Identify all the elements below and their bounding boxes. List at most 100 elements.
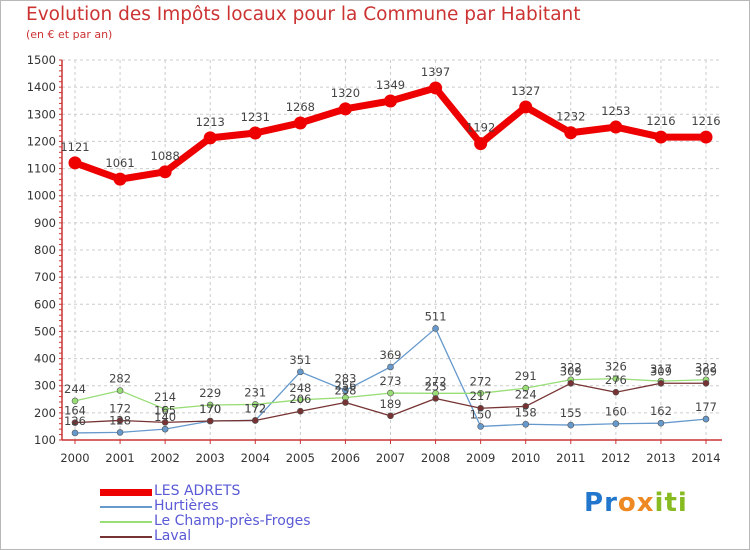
- y-tick-label: 800: [34, 243, 56, 257]
- data-label: 248: [289, 381, 311, 395]
- data-label: 126: [64, 414, 86, 428]
- data-point: [251, 417, 259, 424]
- x-tick-label: 2009: [466, 451, 495, 465]
- data-label: 238: [334, 384, 356, 398]
- data-point: [474, 137, 488, 151]
- data-label: 1232: [556, 110, 585, 124]
- data-label: 217: [470, 389, 492, 403]
- data-point: [248, 126, 262, 140]
- data-label: 1231: [241, 110, 270, 124]
- data-label: 162: [650, 404, 672, 418]
- data-label: 309: [560, 364, 582, 378]
- data-label: 160: [605, 405, 627, 419]
- logo-letter: P: [584, 488, 605, 518]
- data-point: [71, 397, 79, 405]
- data-label: 140: [154, 410, 176, 424]
- y-tick-label: 500: [34, 324, 56, 338]
- data-label: 170: [199, 402, 221, 416]
- x-tick-label: 2003: [196, 451, 225, 465]
- data-label: 1253: [601, 104, 630, 118]
- data-point: [657, 379, 665, 387]
- data-label: 273: [380, 374, 402, 388]
- y-tick-label: 200: [34, 406, 56, 420]
- chart-subtitle: (en € et par an): [26, 28, 113, 41]
- data-point: [612, 388, 620, 396]
- legend-label: Hurtières: [154, 498, 219, 514]
- data-label: 322: [695, 361, 717, 375]
- data-label: 1088: [151, 149, 180, 163]
- logo-letter: i: [677, 488, 688, 518]
- data-point: [477, 390, 484, 397]
- x-tick-label: 2005: [286, 451, 315, 465]
- data-label: 1397: [421, 65, 450, 79]
- legend-label: Laval: [154, 528, 192, 544]
- data-label: 317: [650, 362, 672, 376]
- data-point: [699, 130, 713, 144]
- data-label: 177: [695, 400, 717, 414]
- legend-swatch: [100, 489, 152, 496]
- y-tick-label: 300: [34, 379, 56, 393]
- y-tick-label: 100: [34, 433, 56, 447]
- data-label: 155: [560, 406, 582, 420]
- x-tick-label: 2010: [511, 451, 540, 465]
- data-point: [297, 396, 304, 404]
- data-label: 1320: [331, 86, 360, 100]
- data-point: [522, 384, 530, 392]
- data-label: 128: [109, 413, 131, 427]
- data-label: 1349: [376, 78, 405, 92]
- data-point: [297, 407, 304, 415]
- data-label: 283: [334, 371, 356, 385]
- legend-swatch: [100, 521, 152, 523]
- data-point: [702, 415, 710, 423]
- data-label: 206: [289, 392, 311, 406]
- data-point: [342, 399, 349, 406]
- data-point: [116, 417, 124, 424]
- x-tick-label: 2012: [601, 451, 630, 465]
- data-label: 272: [425, 374, 447, 388]
- data-label: 282: [109, 372, 131, 386]
- y-tick-label: 900: [34, 216, 56, 230]
- y-tick-label: 1200: [27, 134, 56, 148]
- data-point: [297, 368, 304, 376]
- data-label: 1216: [691, 114, 720, 128]
- data-point: [161, 425, 169, 433]
- data-label: 172: [244, 401, 266, 415]
- data-label: 253: [425, 379, 447, 393]
- data-label: 256: [334, 379, 356, 393]
- data-point: [612, 375, 620, 382]
- data-point: [432, 325, 439, 332]
- data-label: 244: [64, 382, 86, 396]
- data-label: 272: [470, 374, 492, 388]
- x-tick-label: 2014: [691, 451, 720, 465]
- data-point: [251, 401, 259, 408]
- proxiti-logo: Proxiti: [584, 488, 688, 518]
- data-label: 291: [515, 369, 537, 383]
- y-tick-label: 1500: [27, 53, 56, 67]
- data-point: [564, 126, 578, 140]
- data-point: [68, 156, 82, 170]
- data-label: 1216: [646, 114, 675, 128]
- data-point: [657, 419, 665, 427]
- x-tick-label: 2013: [646, 451, 675, 465]
- y-tick-label: 1100: [27, 162, 56, 176]
- data-label: 224: [515, 387, 537, 401]
- data-label: 309: [650, 364, 672, 378]
- legend-swatch: [100, 506, 152, 508]
- data-point: [338, 102, 352, 116]
- data-point: [522, 403, 530, 410]
- x-tick-label: 2002: [151, 451, 180, 465]
- data-point: [387, 412, 394, 420]
- data-label: 1121: [60, 140, 89, 154]
- data-point: [342, 387, 349, 394]
- data-label: 322: [560, 361, 582, 375]
- data-label: 351: [289, 353, 311, 367]
- data-label: 214: [154, 390, 176, 404]
- y-tick-label: 1000: [27, 189, 56, 203]
- data-point: [161, 419, 169, 426]
- data-point: [206, 417, 214, 425]
- data-label: 189: [380, 397, 402, 411]
- x-tick-label: 2007: [376, 451, 405, 465]
- chart-title: Evolution des Impôts locaux pour la Comm…: [26, 4, 581, 25]
- data-label: 309: [695, 364, 717, 378]
